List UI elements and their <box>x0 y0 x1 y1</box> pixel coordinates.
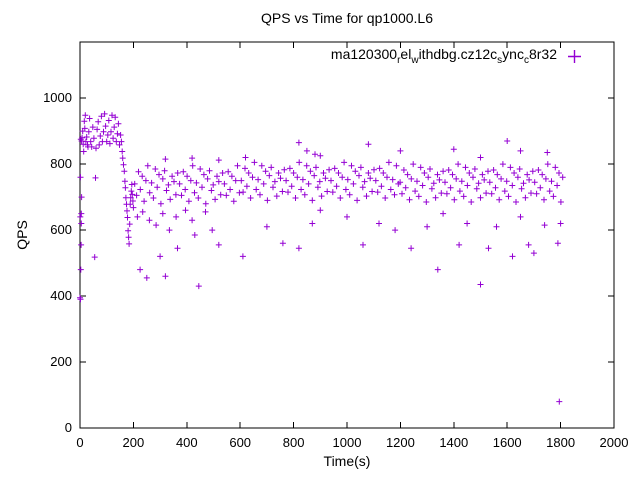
legend-label-text: ync <box>502 46 524 63</box>
legend: ma120300relwithdbg.cz12csyncc8r32 <box>331 46 582 66</box>
legend-label-text: ma120300 <box>330 46 398 63</box>
legend-label-text: ithdbg.cz12c <box>418 46 498 63</box>
x-tick-label: 800 <box>283 435 305 450</box>
legend-label-subscript: r <box>397 54 401 66</box>
x-tick-label: 0 <box>76 435 83 450</box>
y-axis-label: QPS <box>14 220 30 250</box>
x-tick-label: 1600 <box>493 435 522 450</box>
legend-label-subscript: w <box>411 54 419 66</box>
y-tick-label: 600 <box>50 222 72 237</box>
chart-title: QPS vs Time for qp1000.L6 <box>261 10 433 26</box>
x-tick-label: 1200 <box>386 435 415 450</box>
x-tick-label: 1400 <box>439 435 468 450</box>
x-tick-label: 2000 <box>600 435 629 450</box>
legend-series-label: ma120300relwithdbg.cz12csyncc8r32 <box>331 46 557 66</box>
x-tick-label: 1000 <box>333 435 362 450</box>
scatter-points <box>77 110 566 405</box>
x-tick-label: 1800 <box>546 435 575 450</box>
legend-label-subscript: c <box>523 54 529 66</box>
legend-label-text: 8r32 <box>528 46 557 63</box>
x-tick-label: 600 <box>229 435 251 450</box>
axis-ticks <box>79 42 615 429</box>
x-tick-label: 200 <box>123 435 145 450</box>
plot-border <box>79 41 615 429</box>
y-tick-label: 200 <box>50 354 72 369</box>
legend-label-text: el <box>400 46 412 63</box>
plus-marker-icon <box>568 49 581 63</box>
legend-label-subscript: s <box>497 54 503 66</box>
y-tick-label: 0 <box>65 420 72 435</box>
x-tick-label: 400 <box>176 435 198 450</box>
y-tick-label: 1000 <box>43 90 72 105</box>
x-axis-label: Time(s) <box>323 453 371 469</box>
y-tick-label: 400 <box>50 288 72 303</box>
y-tick-label: 800 <box>50 156 72 171</box>
